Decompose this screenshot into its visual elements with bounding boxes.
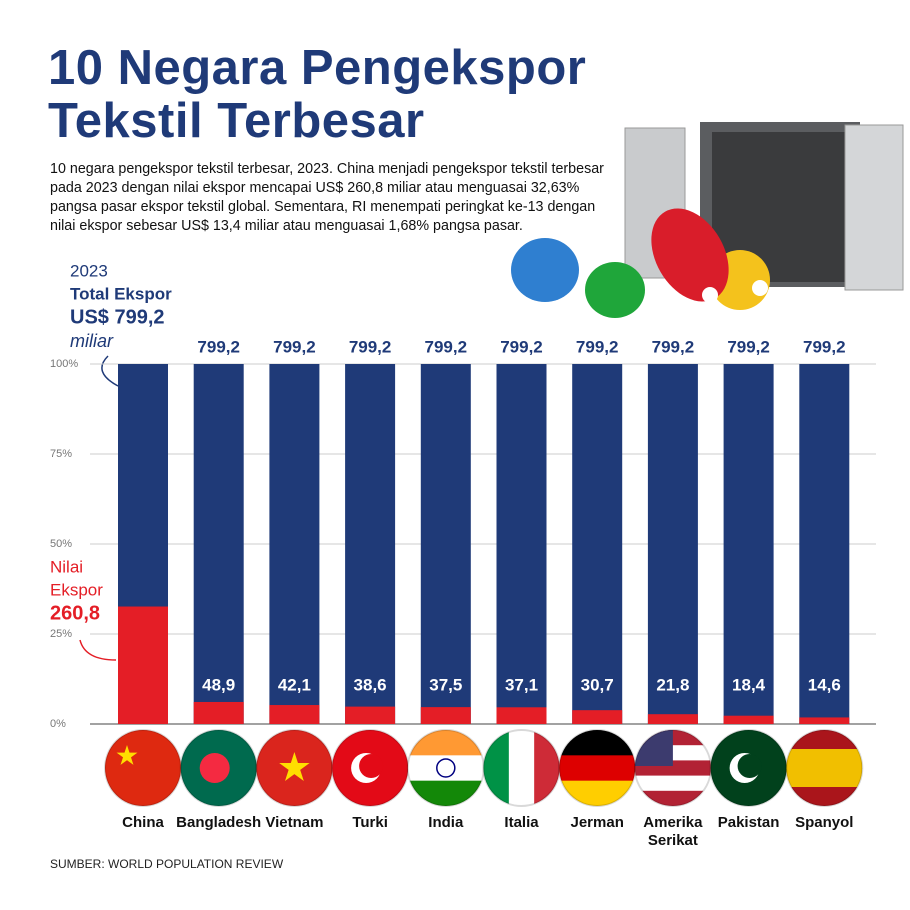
total-bar [193, 364, 244, 724]
total-label: 799,2 [197, 337, 240, 356]
flag-stripe [483, 730, 510, 806]
total-label: 799,2 [425, 337, 468, 356]
bar [269, 705, 320, 724]
bar [647, 714, 698, 724]
y-tick-label: 0% [50, 718, 66, 730]
bar [345, 706, 396, 724]
flag [180, 730, 257, 806]
total-bar [269, 364, 320, 724]
flag-emblem [737, 754, 762, 778]
flag-stripe [407, 780, 484, 806]
flag-emblem [199, 753, 230, 783]
bar [723, 715, 774, 724]
x-tick-label: Pakistan [717, 814, 780, 831]
subtitle: 10 negara pengekspor tekstil terbesar, 2… [50, 161, 604, 234]
y-tick-label: 100% [50, 358, 78, 370]
total-bar [420, 364, 471, 724]
value-label: 38,6 [354, 675, 387, 694]
total-label: US$ 799,2 [70, 306, 165, 328]
annotation-arrow [79, 639, 117, 661]
y-tick-label: 25% [50, 628, 72, 640]
total-bar [723, 364, 774, 724]
x-tick-label: Turki [352, 814, 388, 831]
flag-stripe [534, 730, 560, 806]
annotation: Total Ekspor [70, 284, 172, 303]
source: SUMBER: WORLD POPULATION REVIEW [50, 857, 284, 871]
flag-emblem [116, 745, 138, 765]
total-label: 799,2 [652, 337, 695, 356]
flag-emblem [279, 752, 310, 781]
total-bar [572, 364, 623, 724]
annotation: Nilai [50, 557, 83, 576]
total-bar [345, 364, 396, 724]
value-label: 37,1 [505, 675, 538, 694]
flag-stripe [559, 730, 636, 756]
flag-stripe [559, 755, 636, 782]
value-label: 48,9 [202, 675, 235, 694]
flag-stripe [786, 768, 863, 788]
x-tick-label: India [428, 814, 464, 831]
bar [118, 606, 168, 724]
container-illustration [511, 122, 904, 318]
annotation-arrow [101, 355, 119, 387]
annotation: 2023 [70, 261, 108, 280]
total-bar [647, 364, 698, 724]
bar [799, 717, 850, 724]
bar [193, 701, 244, 724]
total-label: 799,2 [500, 337, 543, 356]
value-label: 18,4 [732, 675, 766, 694]
flag [710, 730, 787, 806]
flag-stripe [634, 790, 711, 806]
y-tick-label: 75% [50, 448, 72, 460]
bar [496, 707, 547, 724]
flag-stripe [508, 730, 535, 806]
bar [420, 707, 471, 724]
flag-stripe [407, 730, 484, 756]
x-tick-label: Vietnam [265, 814, 324, 831]
x-tick-label: Amerika Serikat [643, 814, 703, 849]
flag-stripe [786, 749, 863, 769]
flag-stripe [559, 780, 636, 806]
x-tick-label: Italia [504, 814, 539, 831]
total-label: 799,2 [727, 337, 770, 356]
value-label: 37,5 [429, 675, 462, 694]
flag-shine [785, 729, 864, 807]
total-label: 799,2 [273, 337, 316, 356]
total-bar [496, 364, 547, 724]
flag-stripe [105, 730, 181, 806]
flag-stripe [786, 787, 863, 806]
flag-emblem [359, 754, 384, 778]
total-label: 799,2 [349, 337, 392, 356]
flag [105, 730, 181, 806]
x-tick-label: Spanyol [795, 814, 854, 831]
x-tick-label: Jerman [570, 814, 624, 831]
total-bar [799, 364, 850, 724]
x-tick-label: Bangladesh [176, 814, 262, 831]
annotation: Ekspor [50, 580, 103, 599]
y-tick-label: 50% [50, 538, 72, 550]
total-label: 799,2 [576, 337, 619, 356]
chart-title: 10 Negara Pengekspor Tekstil Terbesar [48, 41, 587, 148]
total-label: 799,2 [803, 337, 846, 356]
flag-emblem [436, 758, 456, 778]
annotation: miliar [70, 331, 114, 351]
x-tick-label: China [122, 814, 164, 831]
value-label: 42,1 [278, 675, 311, 694]
flag [332, 730, 409, 806]
bar [572, 710, 623, 724]
value-label: 14,6 [808, 675, 841, 694]
value-label: 260,8 [50, 602, 100, 624]
value-label: 30,7 [581, 675, 614, 694]
value-label: 21,8 [656, 675, 689, 694]
flag-stripe [634, 775, 711, 792]
flag [256, 730, 333, 806]
